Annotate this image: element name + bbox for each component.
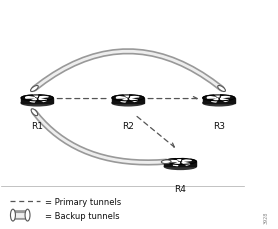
Ellipse shape xyxy=(218,86,225,92)
Ellipse shape xyxy=(203,101,235,106)
Polygon shape xyxy=(203,98,235,104)
Ellipse shape xyxy=(21,95,53,101)
Text: = Backup tunnels: = Backup tunnels xyxy=(45,211,120,220)
Polygon shape xyxy=(176,158,181,161)
Polygon shape xyxy=(130,96,139,98)
Text: 3928: 3928 xyxy=(263,211,268,223)
Ellipse shape xyxy=(162,160,171,164)
Polygon shape xyxy=(30,99,36,103)
Ellipse shape xyxy=(25,209,30,221)
Polygon shape xyxy=(220,99,229,102)
Polygon shape xyxy=(116,97,125,99)
Polygon shape xyxy=(121,99,127,103)
Polygon shape xyxy=(212,99,218,103)
Polygon shape xyxy=(112,98,144,104)
Polygon shape xyxy=(164,162,196,167)
Ellipse shape xyxy=(21,101,53,106)
Polygon shape xyxy=(183,159,191,161)
Text: R3: R3 xyxy=(213,121,225,130)
Ellipse shape xyxy=(203,95,235,101)
Polygon shape xyxy=(182,162,190,165)
Ellipse shape xyxy=(31,86,38,92)
Ellipse shape xyxy=(112,101,144,106)
Polygon shape xyxy=(26,97,34,99)
Text: R4: R4 xyxy=(174,185,186,194)
Ellipse shape xyxy=(164,159,196,165)
Ellipse shape xyxy=(31,109,38,116)
Polygon shape xyxy=(33,94,38,98)
Text: R1: R1 xyxy=(31,121,43,130)
Text: R2: R2 xyxy=(122,121,134,130)
Polygon shape xyxy=(124,94,129,98)
Polygon shape xyxy=(39,96,48,98)
Polygon shape xyxy=(21,98,53,104)
Polygon shape xyxy=(207,97,216,99)
Polygon shape xyxy=(39,99,47,102)
Ellipse shape xyxy=(112,95,144,101)
Ellipse shape xyxy=(164,164,196,170)
Polygon shape xyxy=(221,96,230,98)
Polygon shape xyxy=(169,160,178,162)
Polygon shape xyxy=(130,99,138,102)
Polygon shape xyxy=(173,163,180,166)
Polygon shape xyxy=(215,94,219,98)
Ellipse shape xyxy=(11,209,15,221)
Text: = Primary tunnels: = Primary tunnels xyxy=(45,197,122,206)
